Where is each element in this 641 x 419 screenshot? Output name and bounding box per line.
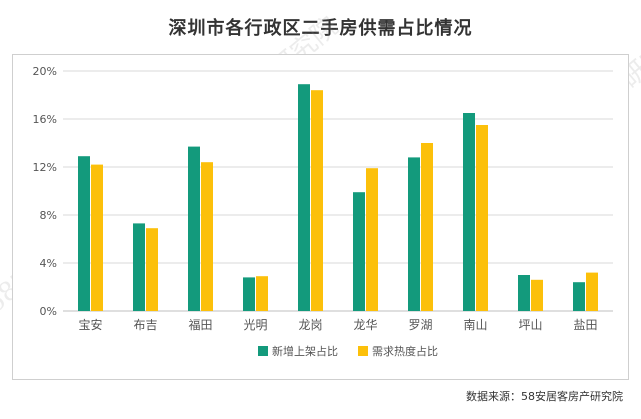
bar-supply: [408, 157, 420, 311]
bar-supply: [243, 277, 255, 311]
bar-supply: [188, 146, 200, 311]
chart-frame: 0% 4% 8% 12% 16% 20% 宝安 布吉 福田 光明 龙岗 龙华 罗湖 南山 坪山 盐田新增上架占…: [12, 54, 629, 380]
bar-chart: 0% 4% 8% 12% 16% 20% 宝安 布吉 福田 光明 龙岗 龙华 罗湖 南山 坪山 盐田新增上架占…: [33, 65, 613, 358]
x-tick-label: 福田: [188, 317, 212, 332]
bar-supply: [573, 282, 585, 311]
y-tick-label: 20%: [33, 65, 57, 78]
x-tick-label: 宝安: [78, 317, 102, 332]
y-tick-label: 0%: [40, 305, 57, 318]
bar-demand: [201, 162, 213, 311]
x-tick-label: 布吉: [133, 318, 157, 332]
x-tick-label: 罗湖: [408, 317, 432, 332]
bar-demand: [476, 125, 488, 311]
x-tick-label: 南山: [463, 317, 487, 332]
bar-supply: [518, 275, 530, 311]
bar-supply: [298, 84, 310, 311]
y-tick-label: 12%: [33, 161, 57, 174]
bar-demand: [91, 164, 103, 311]
bar-demand: [311, 90, 323, 311]
legend-label: 需求热度占比: [372, 344, 438, 358]
bar-supply: [353, 192, 365, 311]
bar-demand: [256, 276, 268, 311]
bar-demand: [146, 228, 158, 311]
x-tick-label: 坪山: [518, 318, 542, 332]
y-tick-label: 8%: [40, 209, 57, 222]
legend-swatch: [358, 346, 368, 356]
bar-demand: [421, 143, 433, 311]
x-tick-label: 光明: [243, 318, 267, 332]
legend-label: 新增上架占比: [272, 344, 338, 358]
bar-demand: [586, 272, 598, 311]
bar-supply: [133, 223, 145, 311]
bar-demand: [366, 168, 378, 311]
x-tick-label: 龙岗: [298, 318, 322, 332]
y-tick-label: 16%: [33, 113, 57, 126]
x-tick-label: 盐田: [573, 318, 597, 332]
bar-supply: [463, 113, 475, 311]
x-tick-label: 龙华: [353, 318, 377, 332]
legend-swatch: [258, 346, 268, 356]
bar-supply: [78, 156, 90, 311]
y-tick-label: 4%: [40, 257, 57, 270]
source-note: 数据来源：58安居客房产研究院: [466, 390, 623, 403]
chart-title: 深圳市各行政区二手房供需占比情况: [168, 18, 473, 39]
bar-demand: [531, 279, 543, 311]
